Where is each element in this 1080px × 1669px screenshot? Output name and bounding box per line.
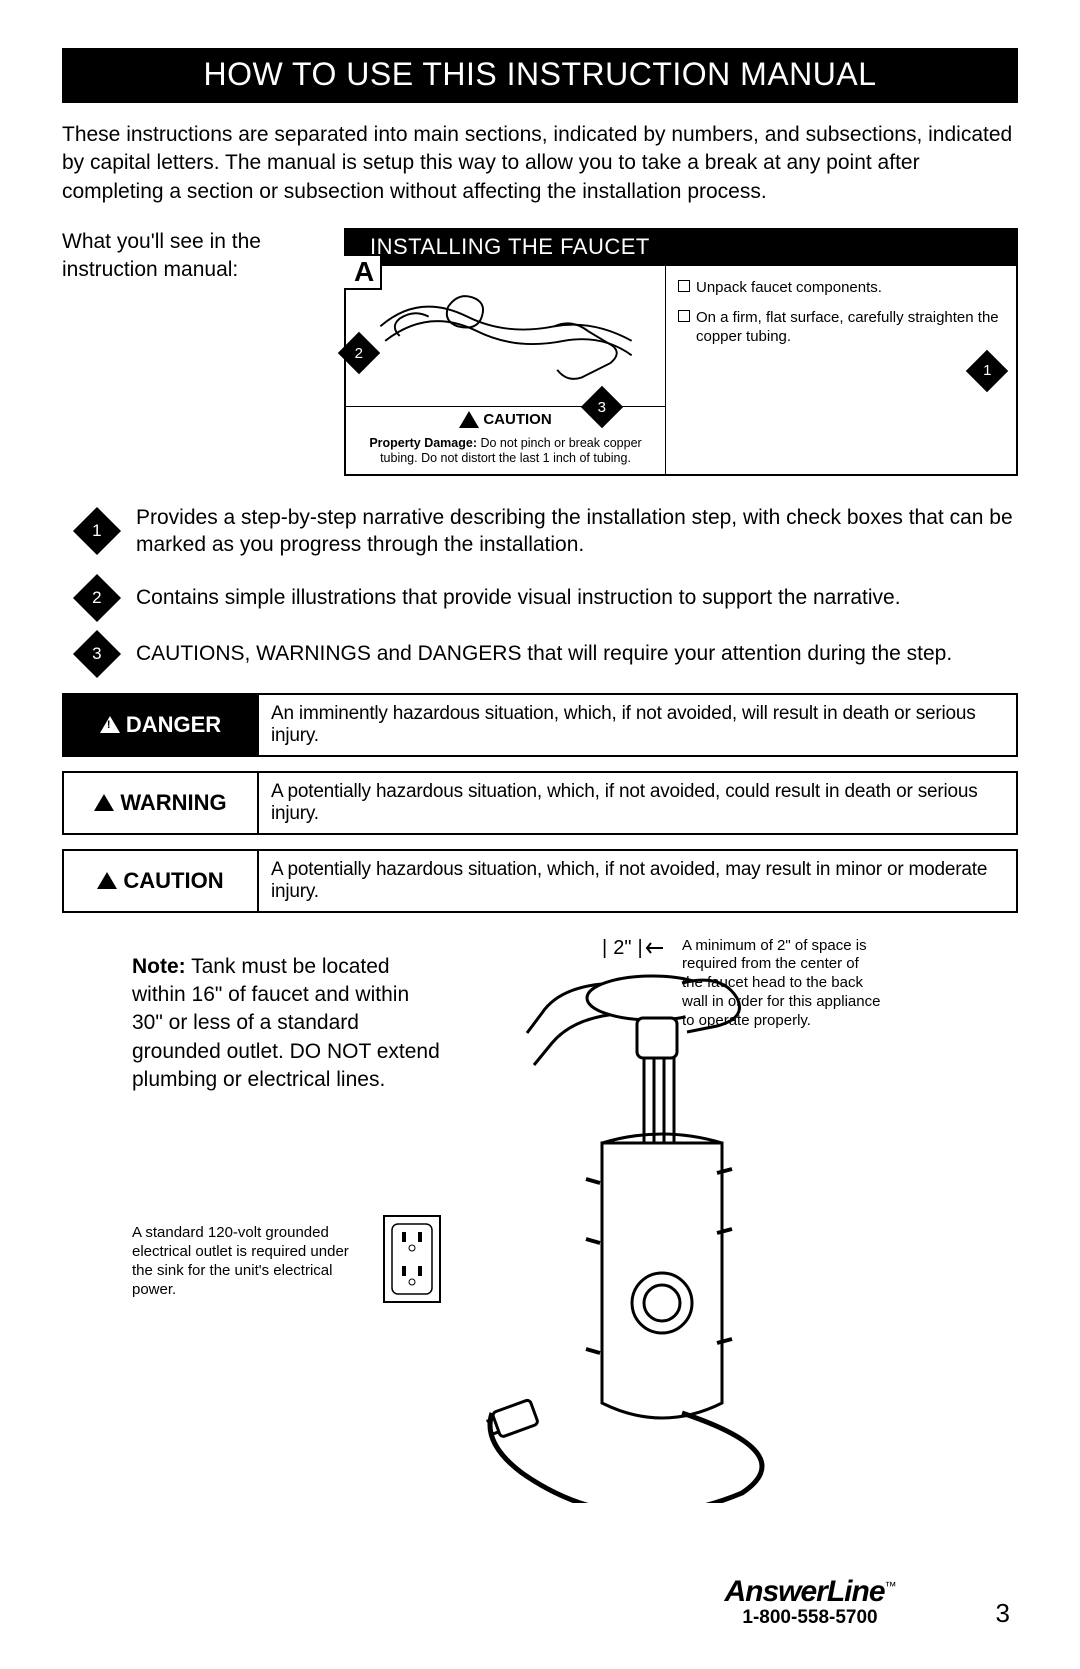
caution-box: CAUTION A potentially hazardous situatio… [62,849,1018,913]
faucet-tank-diagram: |2"| A minimum of 2" of space is require… [482,943,1018,1508]
intro-paragraph: These instructions are separated into ma… [62,121,1018,206]
caution-description: A potentially hazardous situation, which… [259,851,1016,911]
page-number: 3 [996,1598,1010,1629]
diamond-1-icon: 1 [73,507,121,555]
sample-illustration: 2 3 [346,266,665,406]
checklist-item: Unpack faucet components. [678,278,1004,298]
warning-triangle-icon [100,716,120,733]
legend-1-text: Provides a step-by-step narrative descri… [136,504,1018,559]
checklist-item: On a firm, flat surface, carefully strai… [678,308,1004,347]
legend-row: 3 CAUTIONS, WARNINGS and DANGERS that wi… [80,637,1018,671]
legend-3-text: CAUTIONS, WARNINGS and DANGERS that will… [136,640,952,667]
sample-step-title: INSTALLING THE FAUCET [346,230,1016,266]
diamond-2-icon: 2 [73,574,121,622]
warning-triangle-icon [94,794,114,811]
brand-block: AnswerLine™ 1-800-558-5700 [724,1575,895,1629]
sample-checklist: Unpack faucet components. On a firm, fla… [666,266,1016,474]
warning-description: A potentially hazardous situation, which… [259,773,1016,833]
brand-logo: AnswerLine™ [724,1575,895,1609]
page-title: HOW TO USE THIS INSTRUCTION MANUAL [62,48,1018,103]
phone-number: 1-800-558-5700 [724,1607,895,1629]
sample-step-box: A INSTALLING THE FAUCET 2 3 [344,228,1018,476]
outlet-icon [382,1214,442,1309]
danger-label: DANGER [64,695,259,755]
spacing-requirement-text: A minimum of 2" of space is required fro… [682,937,882,1031]
warning-label: WARNING [64,773,259,833]
tank-note: Note: Tank must be located within 16" of… [132,953,442,1095]
spacing-dimension: |2"| [602,937,665,960]
legend-row: 1 Provides a step-by-step narrative desc… [80,504,1018,559]
legend-2-text: Contains simple illustrations that provi… [136,584,901,611]
marker-1-icon: 1 [966,350,1008,392]
what-youll-see-label: What you'll see in the instruction manua… [62,228,322,285]
legend-row: 2 Contains simple illustrations that pro… [80,581,1018,615]
danger-description: An imminently hazardous situation, which… [259,695,1016,755]
warning-triangle-icon [459,411,479,428]
caution-label: CAUTION [64,851,259,911]
warning-triangle-icon [97,872,117,889]
danger-box: DANGER An imminently hazardous situation… [62,693,1018,757]
checkbox-icon [678,280,690,292]
outlet-requirement-text: A standard 120-volt grounded electrical … [132,1224,368,1299]
warning-box: WARNING A potentially hazardous situatio… [62,771,1018,835]
checkbox-icon [678,310,690,322]
sample-caution-body: Property Damage: Do not pinch or break c… [346,432,665,474]
diamond-3-icon: 3 [73,630,121,678]
